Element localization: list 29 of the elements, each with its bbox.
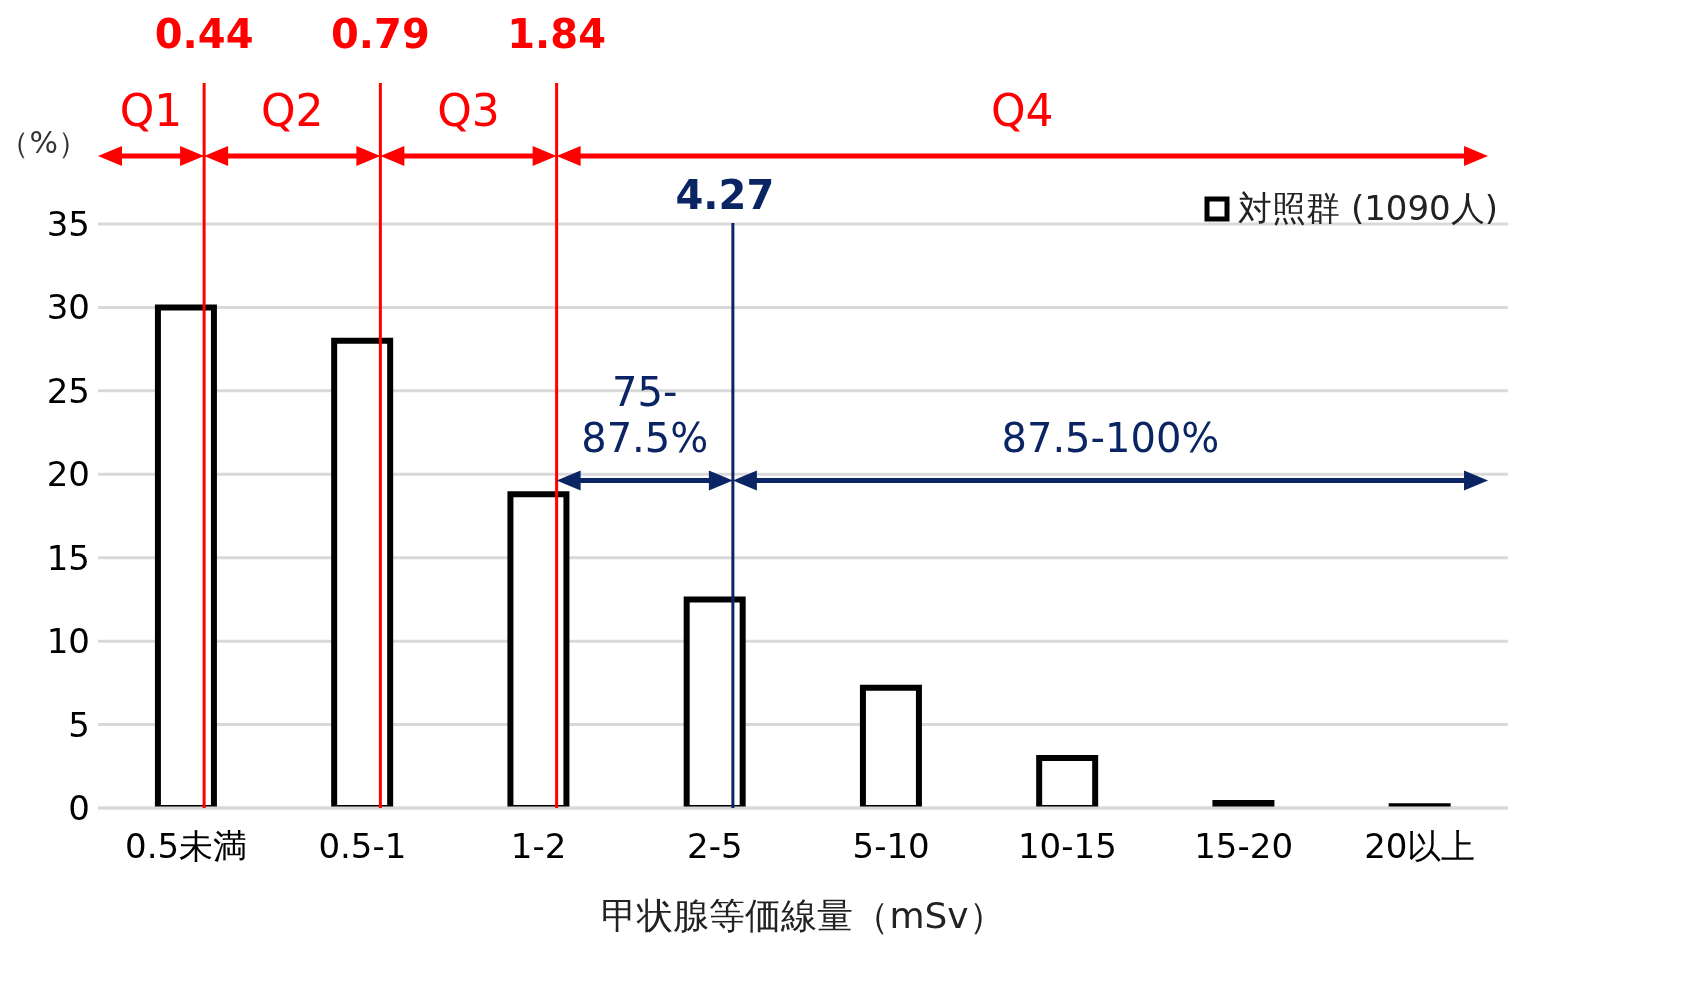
x-axis-title: 甲状腺等価線量（mSv） xyxy=(601,895,1005,936)
y-tick-label: 20 xyxy=(46,454,90,495)
annotation: 87.5-100% xyxy=(1001,415,1220,462)
x-tick-label: 0.5-1 xyxy=(318,826,407,867)
ref-line-label: 0.44 xyxy=(154,11,254,57)
y-tick-label: 5 xyxy=(68,704,90,745)
text: Q1 xyxy=(119,85,183,136)
annotation: 75-87.5% xyxy=(581,369,709,462)
legend-label: 対照群 (1090人) xyxy=(1238,187,1498,230)
ref-line-label: 0.79 xyxy=(331,11,430,57)
x-tick-label: 1-2 xyxy=(510,826,567,867)
y-tick-label: 10 xyxy=(46,621,90,662)
y-tick-label: 25 xyxy=(46,370,90,411)
x-tick-label: 10-15 xyxy=(1017,826,1117,867)
x-tick-label: 2-5 xyxy=(687,826,743,867)
y-tick-label: 30 xyxy=(46,287,90,328)
x-tick-label: 20以上 xyxy=(1364,826,1476,867)
text: Q3 xyxy=(437,85,500,136)
ref-line-label: 1.84 xyxy=(507,11,606,57)
y-axis-title: （%） xyxy=(0,125,88,160)
x-tick-label: 0.5未満 xyxy=(125,826,248,867)
text: Q4 xyxy=(990,85,1054,136)
ref-line-label: 4.27 xyxy=(675,172,775,218)
y-tick-label: 0 xyxy=(68,788,90,829)
y-tick-label: 35 xyxy=(46,204,90,245)
y-tick-label: 15 xyxy=(46,537,90,578)
x-tick-label: 5-10 xyxy=(852,826,930,867)
text: Q2 xyxy=(260,85,324,136)
x-tick-label: 15-20 xyxy=(1194,826,1294,867)
